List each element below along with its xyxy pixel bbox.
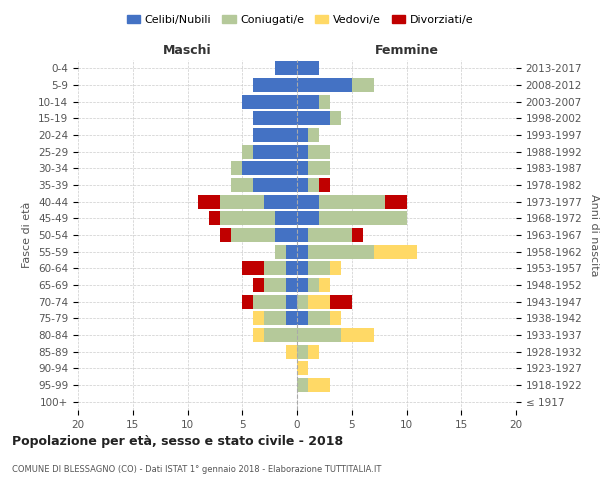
Bar (286, 311, 297, 326)
Bar (297, 194, 319, 209)
Bar (308, 261, 330, 276)
Y-axis label: Fasce di età: Fasce di età (22, 202, 32, 268)
Bar (308, 128, 319, 142)
Bar (308, 344, 319, 358)
Bar (374, 244, 418, 259)
Bar (297, 278, 308, 292)
Legend: Celibi/Nubili, Coniugati/e, Vedovi/e, Divorziati/e: Celibi/Nubili, Coniugati/e, Vedovi/e, Di… (122, 10, 478, 29)
Bar (319, 278, 330, 292)
Y-axis label: Anni di nascita: Anni di nascita (589, 194, 599, 276)
Bar (352, 228, 362, 242)
Bar (275, 61, 297, 76)
Bar (242, 144, 253, 159)
Bar (264, 328, 297, 342)
Bar (253, 112, 297, 126)
Bar (286, 244, 297, 259)
Bar (253, 78, 297, 92)
Bar (319, 194, 385, 209)
Bar (297, 128, 308, 142)
Bar (242, 294, 253, 308)
Bar (308, 178, 319, 192)
Bar (275, 228, 297, 242)
Bar (253, 128, 297, 142)
Bar (286, 261, 297, 276)
Bar (253, 178, 297, 192)
Bar (232, 178, 253, 192)
Bar (275, 211, 297, 226)
Bar (330, 112, 341, 126)
Bar (308, 311, 330, 326)
Bar (264, 311, 286, 326)
Bar (297, 178, 308, 192)
Bar (385, 194, 407, 209)
Bar (286, 278, 297, 292)
Bar (319, 94, 330, 109)
Bar (253, 311, 264, 326)
Bar (330, 294, 352, 308)
Bar (308, 294, 330, 308)
Bar (297, 61, 319, 76)
Bar (297, 94, 319, 109)
Bar (297, 328, 341, 342)
Bar (297, 294, 308, 308)
Bar (297, 261, 308, 276)
Bar (297, 78, 352, 92)
Bar (232, 228, 275, 242)
Bar (297, 112, 330, 126)
Bar (308, 244, 374, 259)
Bar (297, 244, 308, 259)
Text: Popolazione per età, sesso e stato civile - 2018: Popolazione per età, sesso e stato civil… (12, 435, 343, 448)
Bar (297, 144, 308, 159)
Bar (220, 194, 264, 209)
Bar (264, 194, 297, 209)
Bar (199, 194, 220, 209)
Bar (297, 211, 319, 226)
Bar (242, 261, 264, 276)
Bar (297, 311, 308, 326)
Bar (220, 228, 232, 242)
Bar (330, 311, 341, 326)
Bar (330, 261, 341, 276)
Bar (232, 161, 242, 176)
Bar (242, 94, 297, 109)
Text: Maschi: Maschi (163, 44, 212, 57)
Bar (297, 361, 308, 376)
Bar (341, 328, 374, 342)
Bar (308, 228, 352, 242)
Bar (253, 294, 286, 308)
Bar (297, 344, 308, 358)
Bar (308, 144, 330, 159)
Text: Femmine: Femmine (374, 44, 439, 57)
Bar (297, 161, 308, 176)
Bar (297, 378, 308, 392)
Bar (286, 344, 297, 358)
Bar (209, 211, 220, 226)
Bar (308, 378, 330, 392)
Bar (253, 278, 264, 292)
Bar (308, 278, 319, 292)
Bar (297, 228, 308, 242)
Bar (264, 278, 286, 292)
Bar (308, 161, 330, 176)
Bar (352, 78, 374, 92)
Bar (319, 211, 407, 226)
Bar (253, 328, 264, 342)
Bar (264, 261, 286, 276)
Bar (286, 294, 297, 308)
Bar (253, 144, 297, 159)
Text: COMUNE DI BLESSAGNO (CO) - Dati ISTAT 1° gennaio 2018 - Elaborazione TUTTITALIA.: COMUNE DI BLESSAGNO (CO) - Dati ISTAT 1°… (12, 465, 382, 474)
Bar (319, 178, 330, 192)
Bar (220, 211, 275, 226)
Bar (275, 244, 286, 259)
Bar (242, 161, 297, 176)
